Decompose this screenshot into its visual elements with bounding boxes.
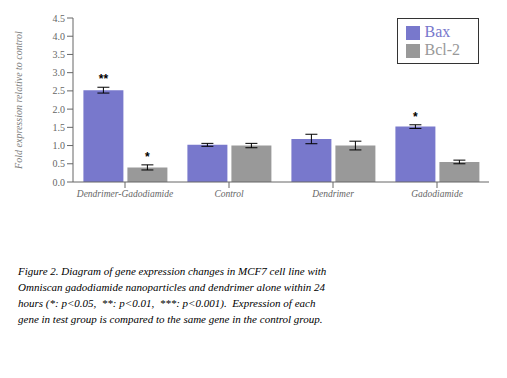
html-text:gene in test group is compared: gene in test group is compared to the sa…	[18, 312, 323, 325]
svg-text:*: *	[413, 110, 418, 124]
svg-text:2.0: 2.0	[53, 104, 66, 115]
svg-text:4.5: 4.5	[53, 13, 66, 24]
svg-text:4.0: 4.0	[53, 31, 66, 42]
svg-text:**: **	[99, 72, 109, 86]
html-text:Bcl-2: Bcl-2	[424, 41, 460, 58]
svg-text:Gadodiamide: Gadodiamide	[411, 189, 463, 199]
svg-text:1.0: 1.0	[53, 140, 66, 151]
html-text:hours (*: p<0.05, **: p<0.01,: hours (*: p<0.05, **: p<0.01, ***: p<0.0…	[18, 296, 316, 309]
svg-text:0.0: 0.0	[53, 177, 66, 188]
svg-text:Dendrimer-Gadodiamide: Dendrimer-Gadodiamide	[76, 189, 173, 199]
svg-text:2.5: 2.5	[53, 85, 66, 96]
svg-text:Fold expression relative to co: Fold expression relative to control	[13, 31, 24, 170]
svg-text:3.0: 3.0	[53, 67, 66, 78]
svg-text:Control: Control	[214, 189, 244, 199]
html-text:Bax: Bax	[424, 23, 451, 40]
svg-text:1.5: 1.5	[53, 122, 66, 133]
html-text:Omniscan gadodiamide nanoparti: Omniscan gadodiamide nanoparticles and d…	[18, 280, 326, 293]
html-text:Figure 2. Diagram of gene expr: Figure 2. Diagram of gene expression cha…	[18, 265, 327, 277]
svg-text:Dendrimer: Dendrimer	[311, 189, 354, 199]
svg-text:0.5: 0.5	[53, 158, 66, 169]
svg-text:3.5: 3.5	[53, 49, 66, 60]
svg-text:*: *	[145, 150, 150, 164]
